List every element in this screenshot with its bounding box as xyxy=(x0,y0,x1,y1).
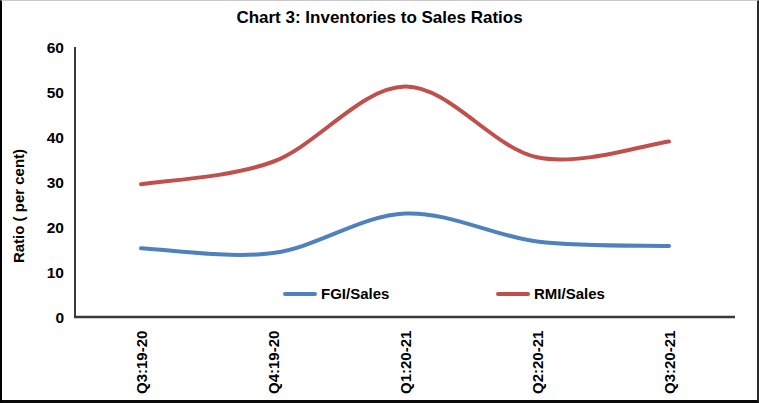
x-tick-label: Q2:20-21 xyxy=(529,331,546,394)
x-tick-label: Q3:19-20 xyxy=(133,331,150,394)
x-tick-label: Q3:20-21 xyxy=(661,331,678,394)
chart-plot-area: 0 10 20 30 40 50 60 Q3:19-20 Q4:19-20 Q1:20-21 Q2:… xyxy=(2,1,759,403)
y-tick-label: 0 xyxy=(55,309,64,326)
legend-label-rmi: RMI/Sales xyxy=(534,286,605,302)
chart-frame: Chart 3: Inventories to Sales Ratios Rat… xyxy=(0,0,759,403)
x-tick-label: Q1:20-21 xyxy=(397,331,414,394)
legend-item-fgi-sales: FGI/Sales xyxy=(283,286,389,302)
y-tick-label: 60 xyxy=(47,39,64,56)
y-tick-label: 30 xyxy=(47,174,64,191)
legend-line-sample-fgi xyxy=(283,292,317,296)
legend-label-fgi: FGI/Sales xyxy=(321,286,389,302)
x-tick-label: Q4:19-20 xyxy=(265,331,282,394)
y-tick-label: 40 xyxy=(47,129,64,146)
legend-line-sample-rmi xyxy=(496,292,530,296)
legend-item-rmi-sales: RMI/Sales xyxy=(496,286,605,302)
series-line-fgi-sales xyxy=(141,213,669,255)
y-tick-label: 20 xyxy=(47,219,64,236)
y-tick-label: 10 xyxy=(47,264,64,281)
series-line-rmi-sales xyxy=(141,87,669,185)
y-tick-label: 50 xyxy=(47,84,64,101)
